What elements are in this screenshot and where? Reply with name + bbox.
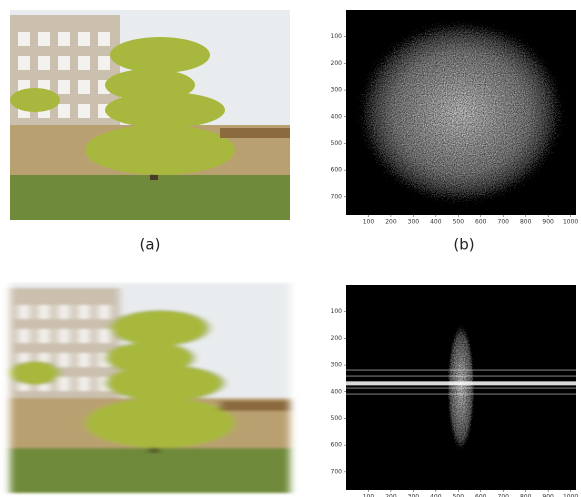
window [18,329,30,343]
y-tick-label: 300 [331,362,343,369]
x-tick-label: 800 [520,219,532,226]
x-tick-label: 500 [453,494,465,497]
x-tick-label: 300 [408,494,420,497]
window [58,32,70,46]
y-tick-label: 700 [331,193,343,200]
x-tick-label: 800 [520,494,532,497]
window [38,32,50,46]
window [98,56,110,70]
window [78,56,90,70]
window [58,305,70,319]
panel: 100 200 300 400 500 600 700 800 900 1000 100 200 300… [331,285,579,497]
tree-foliage [110,37,210,73]
photo [10,10,290,220]
window [38,56,50,70]
window [78,80,90,94]
x-tick-label: 100 [363,494,375,497]
window [78,329,90,343]
x-tick-label: 200 [385,494,397,497]
window [18,32,30,46]
y-tick-label: 200 [331,335,343,342]
x-tick-label: 600 [475,494,487,497]
hedge [10,448,290,493]
spectrum-band [346,375,576,377]
window [78,32,90,46]
panel: (a) [10,10,290,254]
y-tick-label: 600 [331,167,343,174]
window [78,353,90,367]
y-tick-label: 400 [331,388,343,395]
x-tick-label: 400 [430,494,442,497]
window [18,305,30,319]
panel [10,283,290,493]
panel-label: (a) [140,236,161,254]
tree-foliage [85,398,235,448]
x-tick-label: 200 [385,219,397,226]
x-tick-label: 1000 [563,494,578,497]
x-tick-label: 700 [498,494,510,497]
window [78,377,90,391]
spectrum: 100 200 300 400 500 600 700 800 900 1000 100 200 300… [331,10,579,226]
window [38,329,50,343]
y-tick-label: 600 [331,442,343,449]
panel: 100 200 300 400 500 600 700 800 900 1000 100 200 300… [331,10,579,254]
tree-foliage [105,92,225,128]
window [58,329,70,343]
window [18,56,30,70]
window [98,32,110,46]
y-tick-label: 700 [331,468,343,475]
y-tick-label: 300 [331,87,343,94]
hedge [10,175,290,220]
y-tick-label: 200 [331,60,343,67]
spectrum [346,10,576,215]
window [98,329,110,343]
tree-foliage [10,88,60,112]
x-tick-label: 900 [542,494,554,497]
window [38,305,50,319]
window [98,305,110,319]
photo [10,283,290,493]
y-tick-label: 400 [331,113,343,120]
x-tick-label: 300 [408,219,420,226]
spectrum-band [346,381,576,385]
x-tick-label: 900 [542,219,554,226]
window [58,80,70,94]
x-tick-label: 1000 [563,219,578,226]
tree-foliage [10,361,60,385]
spectrum-band [346,369,576,371]
spectrum: 100 200 300 400 500 600 700 800 900 1000 100 200 300… [331,285,579,497]
x-tick-label: 100 [363,219,375,226]
tree-foliage [85,125,235,175]
y-tick-label: 100 [331,33,343,40]
x-tick-label: 400 [430,219,442,226]
window [58,56,70,70]
y-tick-label: 500 [331,140,343,147]
spectrum-band [346,393,576,395]
y-tick-label: 500 [331,415,343,422]
window [58,377,70,391]
tree-foliage [105,365,225,401]
tree-foliage [110,310,210,346]
x-tick-label: 700 [498,219,510,226]
window [58,353,70,367]
window [78,305,90,319]
bench [220,128,290,138]
spectrum-band [346,387,576,389]
x-tick-label: 500 [453,219,465,226]
figure: (a) 100 200 300 400 500 600 700 800 900 1000 100 200… [0,0,581,497]
panel-label: (b) [453,236,474,254]
bench [220,401,290,411]
window [58,104,70,118]
window [78,104,90,118]
x-tick-label: 600 [475,219,487,226]
y-tick-label: 100 [331,308,343,315]
